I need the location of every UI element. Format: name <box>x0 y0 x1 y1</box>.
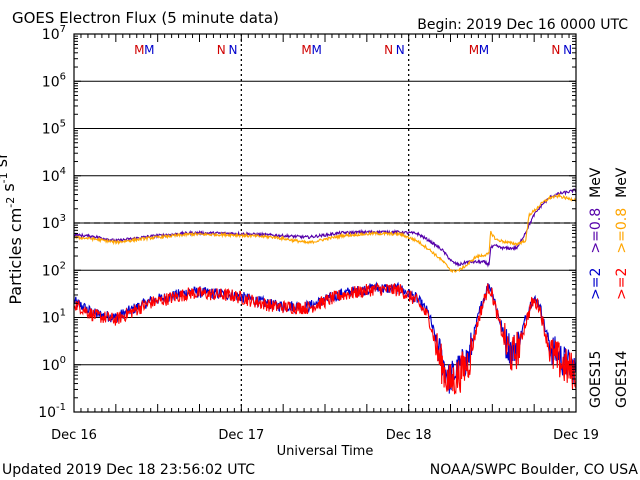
marker-m: M <box>469 43 479 57</box>
legend-goes15: GOES15 >=2 >=0.8 MeV <box>588 167 604 408</box>
legend: GOES15 >=2 >=0.8 MeV GOES14 >=2 >=0.8 MeV <box>588 167 630 408</box>
series-goes14-0-8-mev <box>73 193 577 274</box>
y-label-exponent: -1 <box>0 172 10 183</box>
y-tick-exponent: 4 <box>60 166 66 177</box>
y-label-part: s <box>0 183 18 196</box>
y-tick-label: 101 <box>42 308 66 327</box>
x-tick-label: Dec 17 <box>218 428 264 443</box>
y-tick-exponent: 2 <box>60 260 66 271</box>
marker-n: N <box>384 43 393 57</box>
legend-item: >=0.8 <box>614 208 630 254</box>
series-goes14-2-mev <box>73 282 577 395</box>
credit-label: NOAA/SWPC Boulder, CO USA <box>430 462 639 478</box>
y-tick-exponent: 6 <box>60 71 66 82</box>
legend-item: >=2 <box>588 268 604 300</box>
y-tick-label: 100 <box>42 355 66 374</box>
x-axis-label: Universal Time <box>277 444 374 459</box>
begin-label: Begin: 2019 Dec 16 0000 UTC <box>417 17 628 33</box>
legend-item: >=0.8 <box>588 208 604 254</box>
y-tick-exponent: 3 <box>60 213 66 224</box>
x-tick-label: Dec 18 <box>386 428 432 443</box>
marker-m: M <box>134 43 144 57</box>
marker-n: N <box>228 43 237 57</box>
y-tick-base: 10 <box>38 405 56 421</box>
y-tick-exponent: 5 <box>60 119 66 130</box>
y-tick-base: 10 <box>42 74 60 90</box>
y-label-exponent: -1 <box>0 141 3 152</box>
y-tick-label: 107 <box>42 24 66 43</box>
series-goes15-0-8-mev <box>73 188 577 268</box>
marker-n: N <box>217 43 226 57</box>
legend-energy-label: >=2 >=0.8 MeV <box>614 167 630 300</box>
y-tick-base: 10 <box>42 311 60 327</box>
y-label-part: Particles cm <box>6 208 25 305</box>
series-layer <box>73 188 577 395</box>
legend-sat-label: GOES14 <box>614 350 630 408</box>
y-tick-label: 104 <box>42 166 66 185</box>
marker-m: M <box>479 43 489 57</box>
y-label-part: sr <box>0 152 11 172</box>
y-tick-base: 10 <box>42 122 60 138</box>
marker-n: N <box>551 43 560 57</box>
y-tick-base: 10 <box>42 216 60 232</box>
legend-goes14: GOES14 >=2 >=0.8 MeV <box>614 167 630 408</box>
legend-sat-label: GOES15 <box>588 351 604 408</box>
x-tick-label: Dec 19 <box>553 428 599 443</box>
marker-n: N <box>396 43 405 57</box>
y-axis-label: Particles cm-2 s-1 sr-1 <box>0 141 25 304</box>
y-tick-exponent: -1 <box>56 402 66 413</box>
y-tick-base: 10 <box>42 169 60 185</box>
y-tick-exponent: 0 <box>60 355 66 366</box>
y-tick-exponent: 1 <box>60 308 66 319</box>
y-tick-exponent: 7 <box>60 24 66 35</box>
legend-item: >=2 <box>614 268 630 300</box>
x-tick-labels: Dec 16 Dec 17 Dec 18 Dec 19 <box>51 428 599 443</box>
marker-m: M <box>311 43 321 57</box>
chart-title: GOES Electron Flux (5 minute data) <box>12 9 279 27</box>
y-tick-label: 106 <box>42 71 66 90</box>
y-tick-label: 10-1 <box>38 402 66 421</box>
marker-m: M <box>144 43 154 57</box>
marker-m: M <box>301 43 311 57</box>
legend-item: MeV <box>614 167 630 198</box>
y-tick-base: 10 <box>42 358 60 374</box>
y-tick-label: 105 <box>42 119 66 138</box>
tick-marks <box>73 34 577 413</box>
y-tick-label: 103 <box>42 213 66 232</box>
plot-frame <box>73 33 577 413</box>
y-label-exponent: -2 <box>4 197 17 208</box>
legend-energy-label: >=2 >=0.8 MeV <box>588 167 604 300</box>
marker-n: N <box>563 43 572 57</box>
y-tick-base: 10 <box>42 27 60 43</box>
updated-label: Updated 2019 Dec 18 23:56:02 UTC <box>2 462 255 478</box>
legend-item: MeV <box>588 167 604 198</box>
x-tick-label: Dec 16 <box>51 428 97 443</box>
y-tick-base: 10 <box>42 263 60 279</box>
grid-lines <box>74 34 576 412</box>
y-tick-label: 102 <box>42 260 66 279</box>
